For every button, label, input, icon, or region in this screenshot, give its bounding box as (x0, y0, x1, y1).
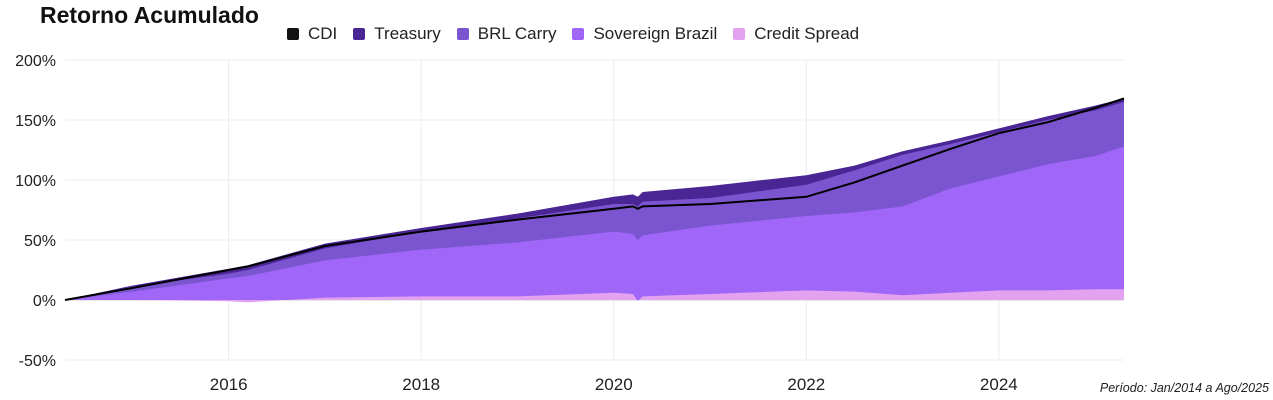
y-tick-label: 150% (15, 113, 56, 130)
legend-label-credit-spread: Credit Spread (754, 24, 860, 43)
legend-item-cdi[interactable]: CDI (287, 24, 337, 44)
y-tick-label: 100% (15, 173, 56, 190)
legend-item-credit-spread[interactable]: Credit Spread (733, 24, 859, 44)
footnote: Período: Jan/2014 a Ago/2025 (1099, 381, 1269, 395)
legend-label-sovereign-brazil: Sovereign Brazil (593, 24, 718, 43)
legend-item-sovereign-brazil[interactable]: Sovereign Brazil (572, 24, 717, 44)
y-tick-label: -50% (19, 353, 56, 370)
y-tick-label: 0% (33, 293, 56, 310)
legend-swatch-sovereign-brazil (572, 28, 585, 40)
chart-title: Retorno Acumulado (40, 2, 259, 28)
legend-swatch-cdi (287, 28, 299, 40)
y-tick-label: 200% (15, 53, 56, 70)
x-tick-label: 2020 (595, 375, 633, 394)
legend-label-brl-carry: BRL Carry (477, 24, 557, 43)
legend-swatch-treasury (353, 28, 366, 40)
x-tick-label: 2016 (210, 375, 248, 394)
line-layer (64, 97, 1125, 301)
area-sovereign-brazil (65, 146, 1124, 300)
x-tick-label: 2018 (402, 375, 440, 394)
legend-label-treasury: Treasury (374, 24, 441, 43)
legend: CDI Treasury BRL Carry Sovereign Brazil … (287, 23, 875, 45)
legend-item-brl-carry[interactable]: BRL Carry (456, 24, 557, 44)
legend-swatch-brl-carry (456, 28, 469, 40)
y-tick-label: 50% (24, 233, 56, 250)
legend-item-treasury[interactable]: Treasury (353, 24, 441, 44)
x-tick-label: 2024 (980, 375, 1018, 394)
line-cdi (64, 97, 1125, 301)
area-credit-spread (65, 289, 1124, 303)
legend-swatch-credit-spread (733, 28, 746, 40)
legend-label-cdi: CDI (308, 24, 338, 43)
axis-layer: 200% 150% 100% 50% 0% -50% 2016 2018 2020 2022 202… (15, 53, 1018, 394)
area-layer (65, 98, 1124, 303)
x-tick-label: 2022 (787, 375, 825, 394)
